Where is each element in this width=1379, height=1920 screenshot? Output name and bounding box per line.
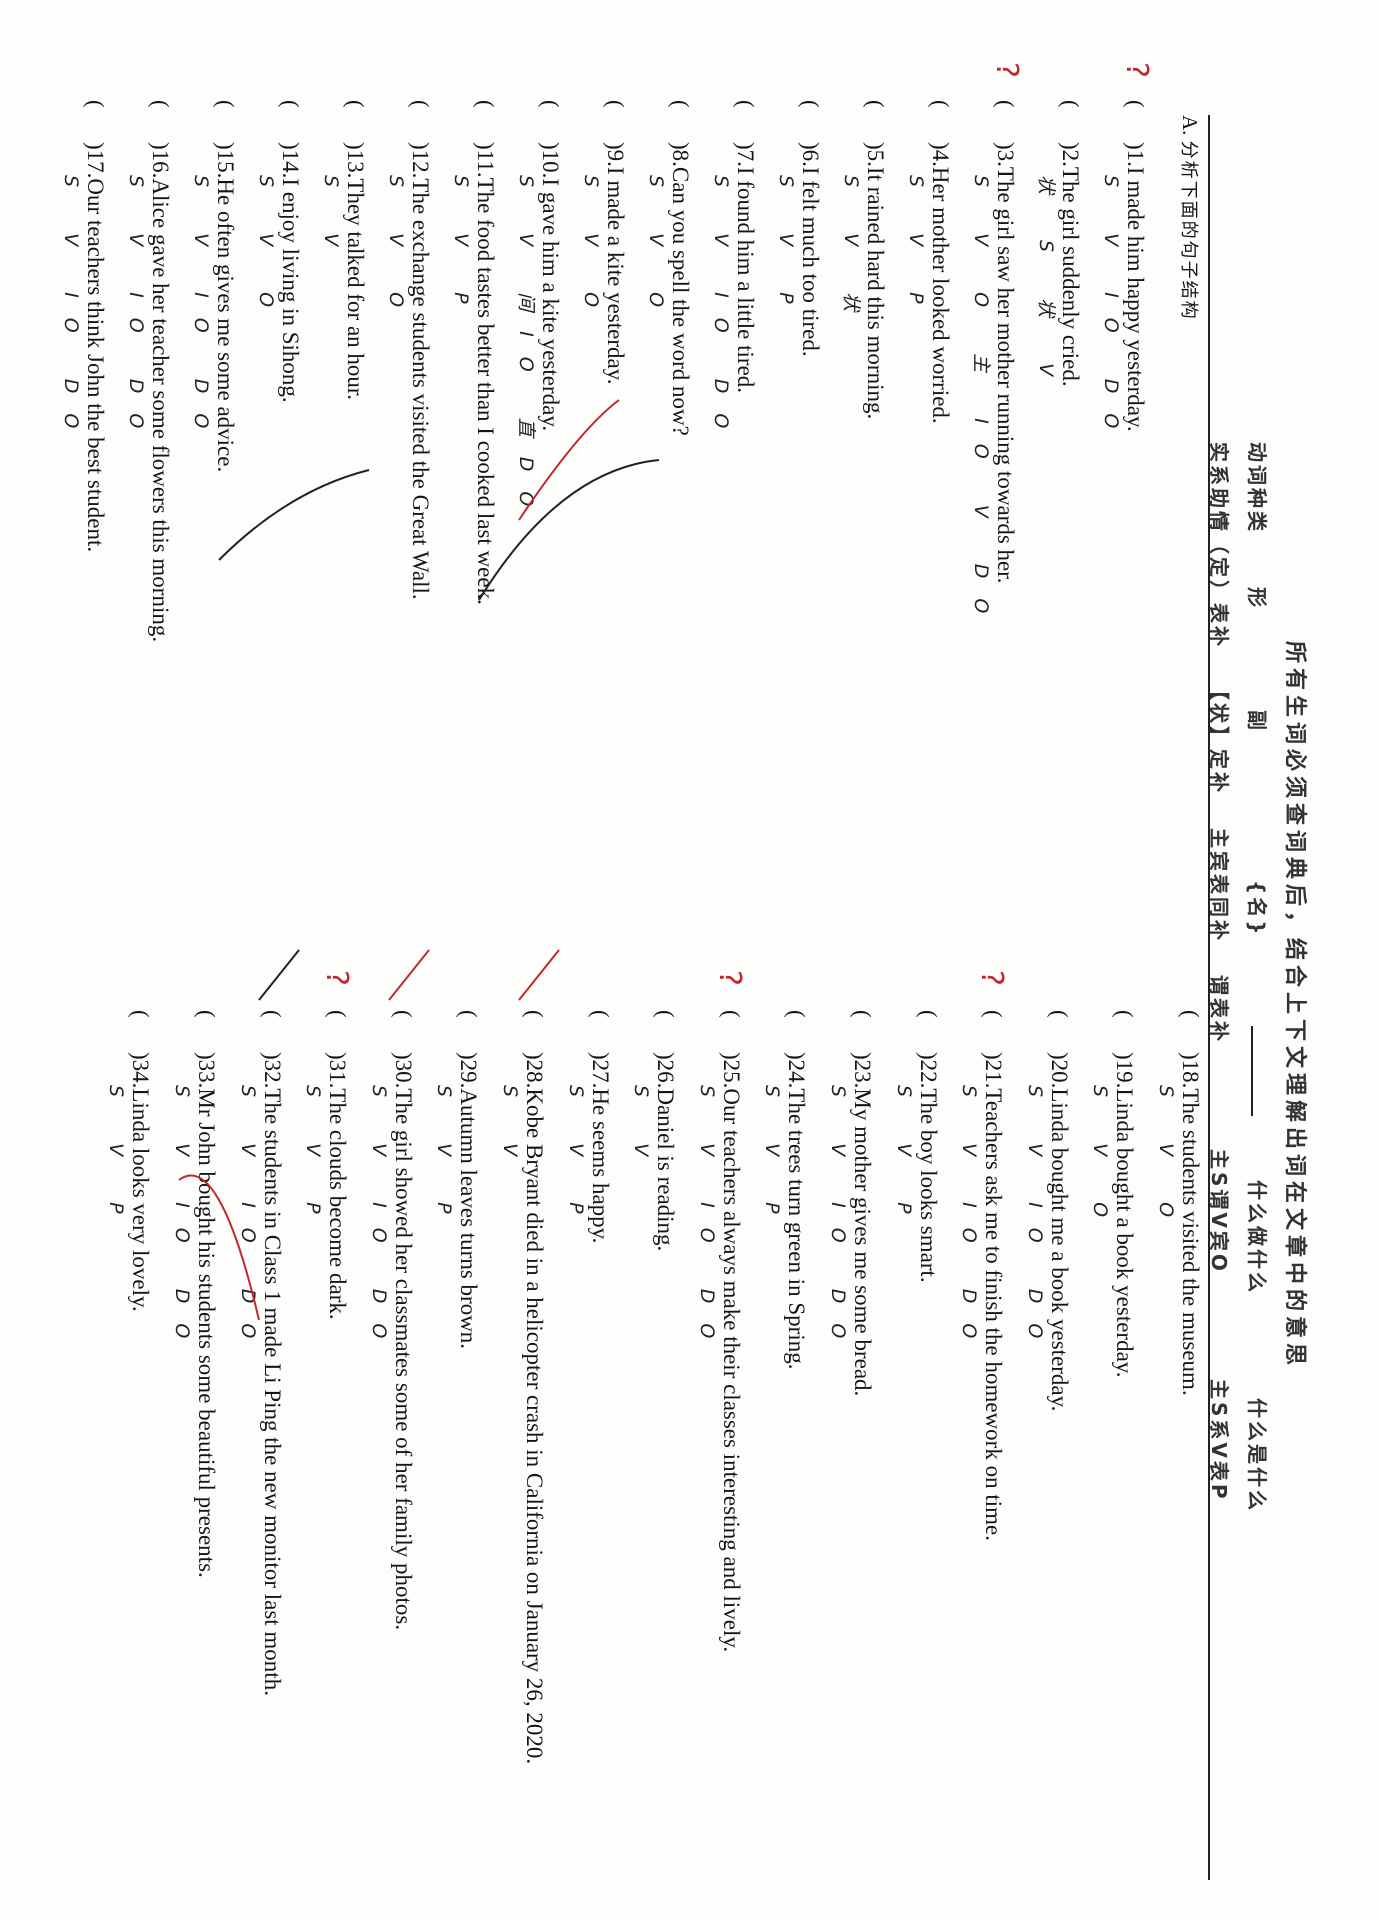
red-check-stroke [518, 399, 620, 521]
black-check-stroke [478, 459, 660, 601]
red-check-stroke [518, 949, 560, 1001]
red-check-stroke [388, 949, 430, 1001]
red-check-stroke [178, 1174, 260, 1321]
black-check-stroke [258, 949, 300, 1001]
black-check-stroke [218, 469, 370, 561]
